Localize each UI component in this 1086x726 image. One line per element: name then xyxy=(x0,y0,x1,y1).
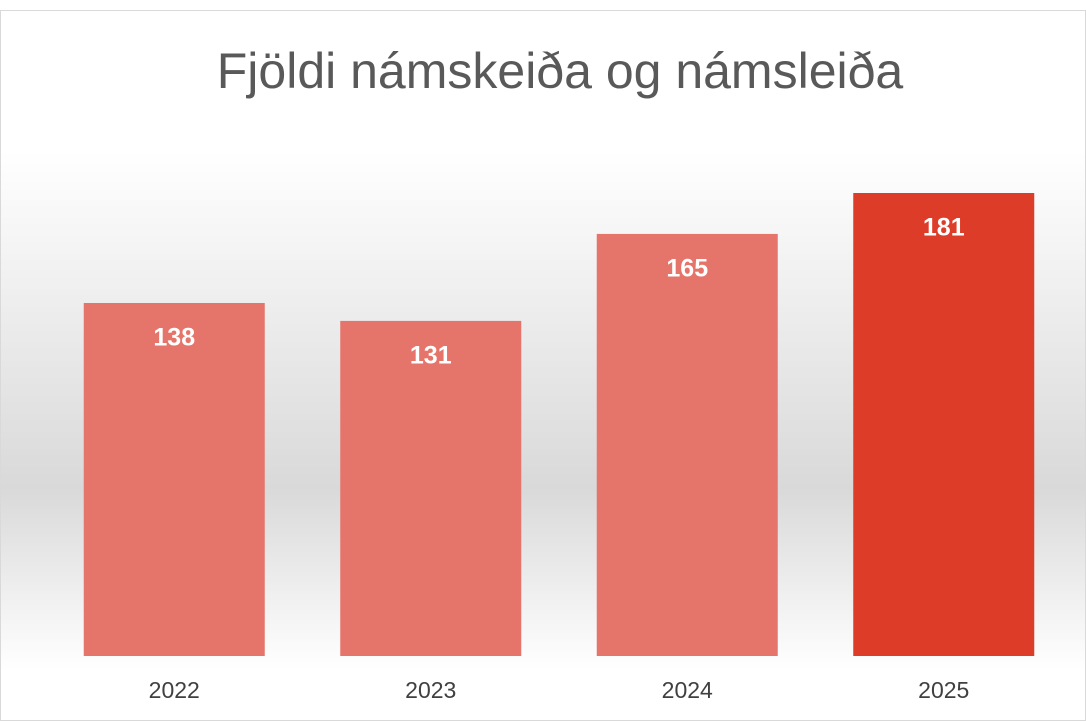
data-label: 131 xyxy=(410,342,452,370)
x-tick-label: 2023 xyxy=(405,677,456,703)
x-tick-label: 2022 xyxy=(149,677,200,703)
data-label: 165 xyxy=(666,255,708,283)
chart-title: Fjöldi námskeiða og námsleiða xyxy=(217,43,904,99)
x-tick-label: 2025 xyxy=(918,677,969,703)
bar xyxy=(83,302,265,656)
x-tick-label: 2024 xyxy=(662,677,713,703)
data-label: 181 xyxy=(923,214,965,242)
bar xyxy=(853,193,1035,656)
bar xyxy=(596,233,778,657)
data-label: 138 xyxy=(153,324,195,352)
bar xyxy=(340,320,522,656)
